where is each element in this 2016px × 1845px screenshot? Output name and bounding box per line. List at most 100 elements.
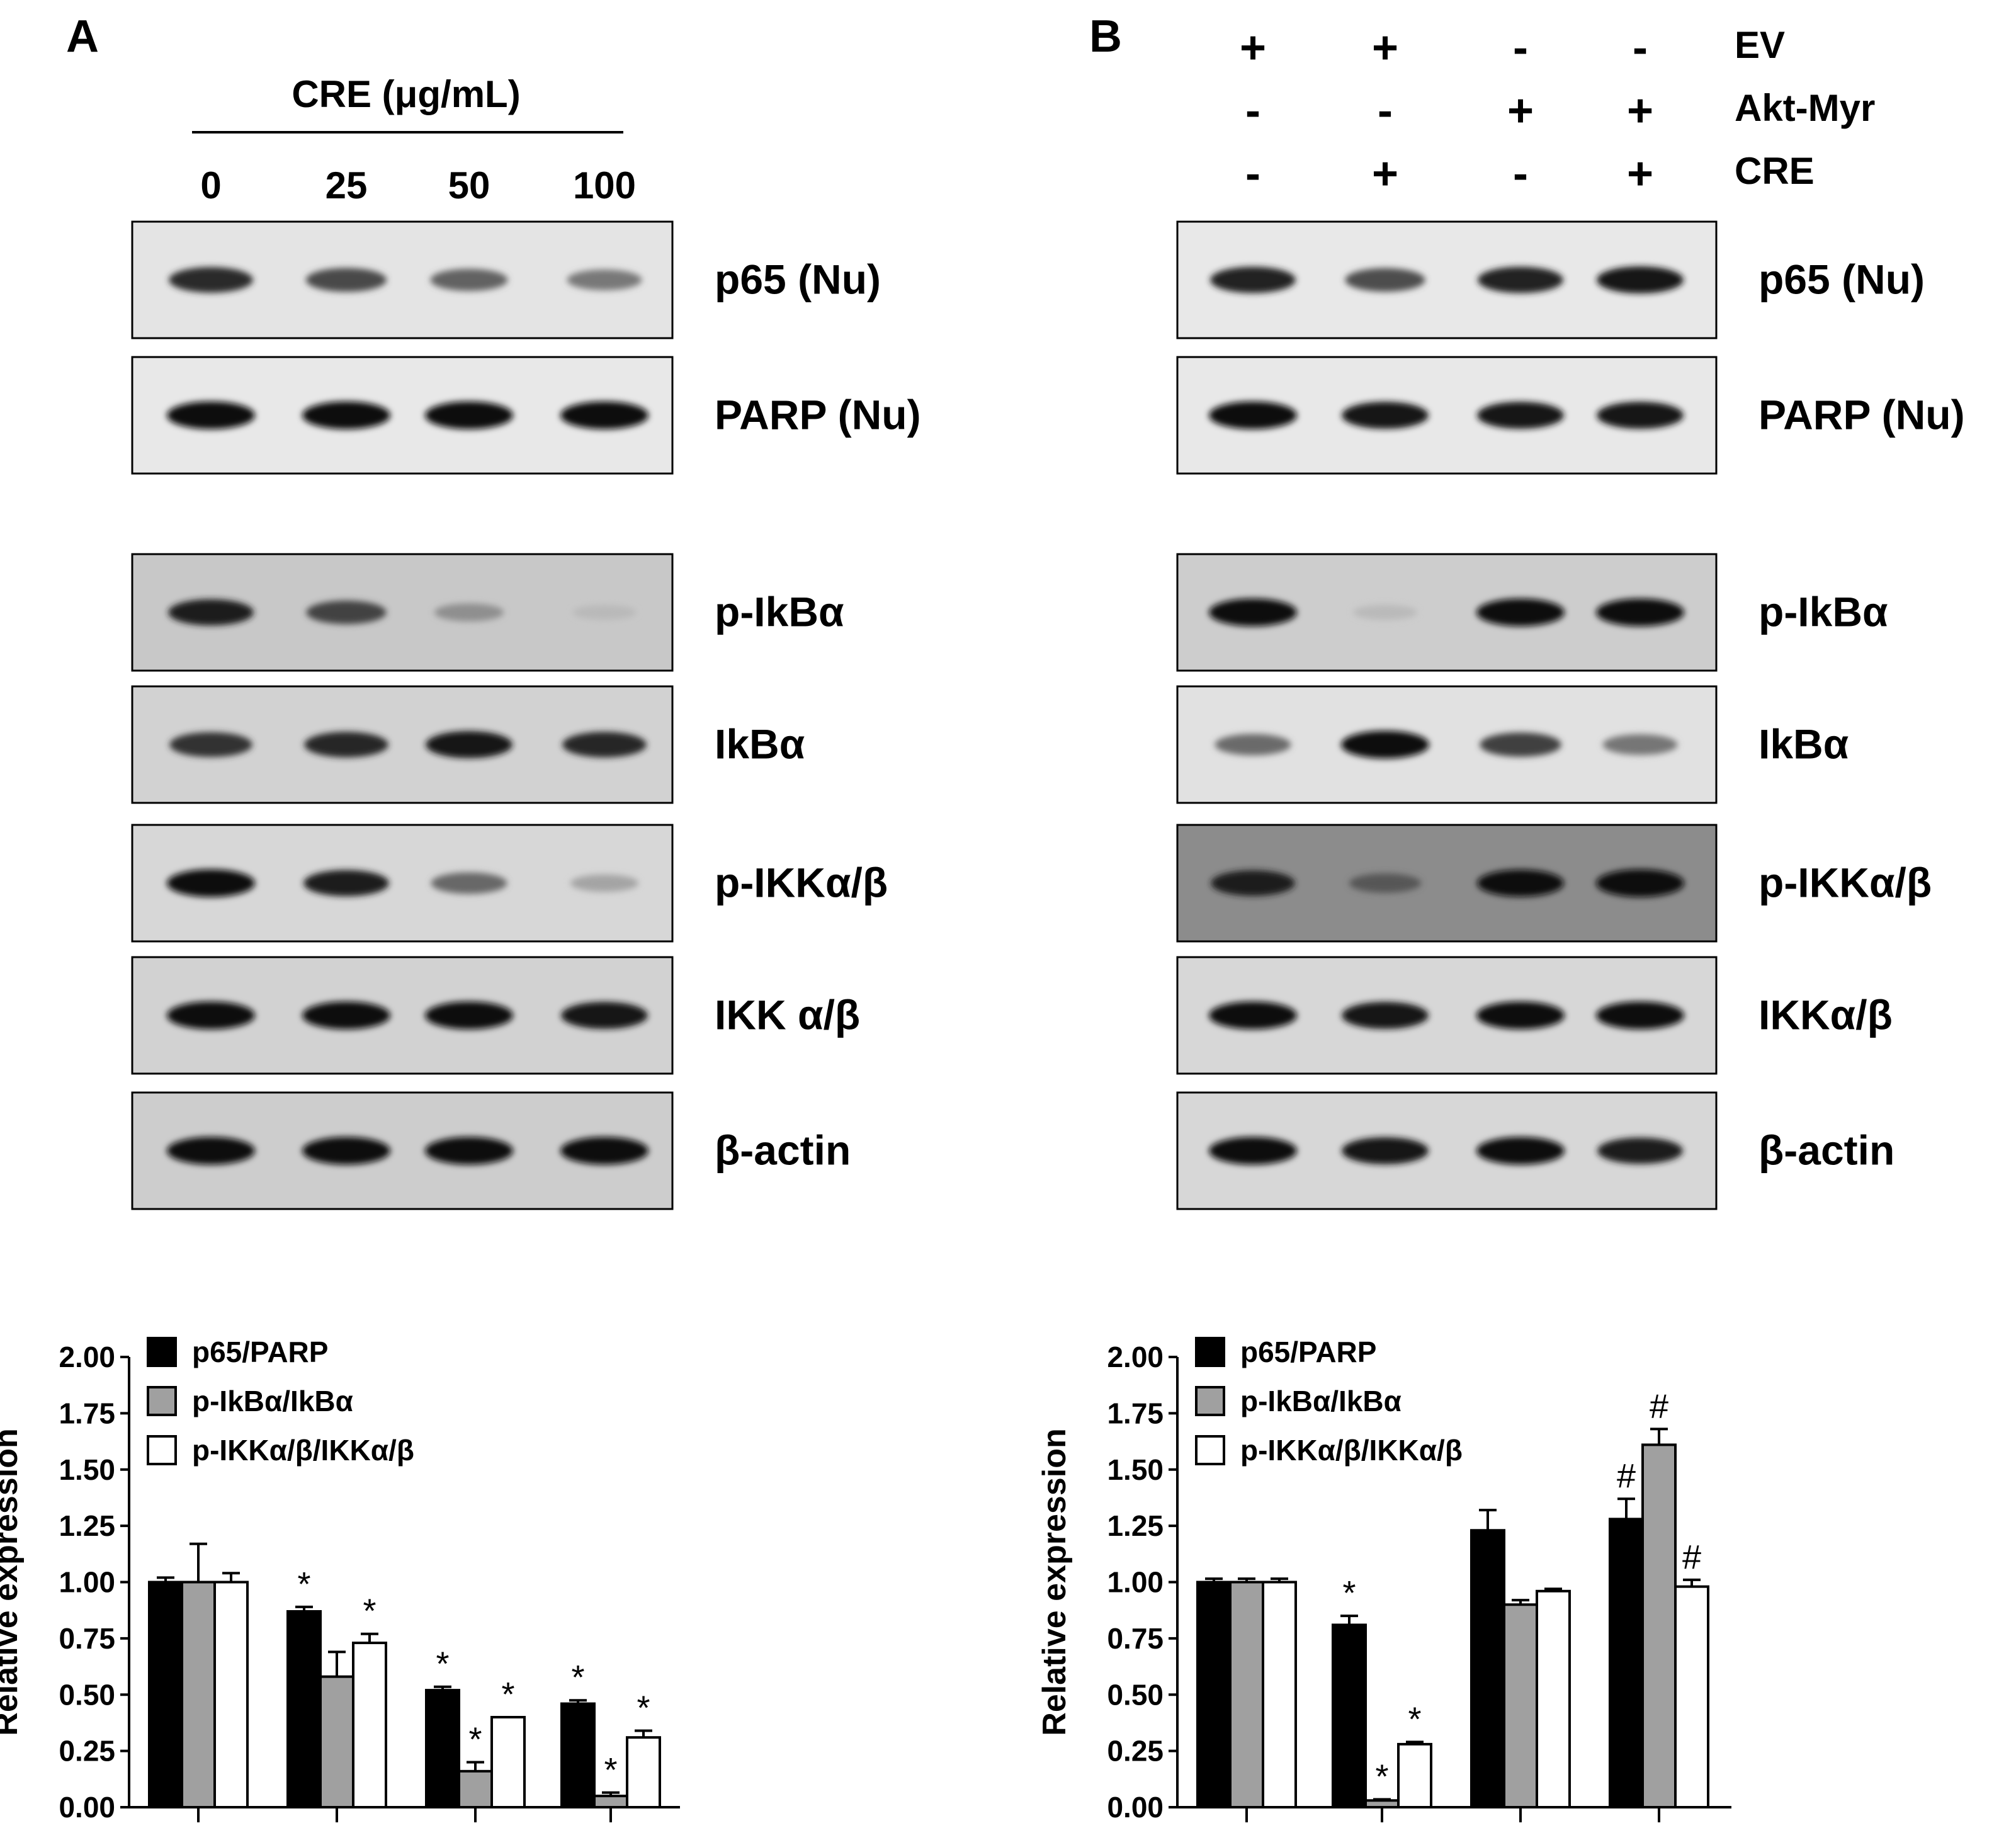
condition-sign: + — [1627, 149, 1653, 199]
legend-swatch — [1195, 1435, 1225, 1465]
y-tick-label: 1.00 — [1107, 1566, 1164, 1599]
panel-a-blots: p65 (Nu) PARP (Nu) p-IkBα IkBα p-IKKα/β IKK α… — [131, 220, 921, 1210]
blot-label: IkBα — [1758, 721, 1849, 768]
bar — [1229, 1581, 1264, 1808]
significance-mark: * — [1375, 1757, 1388, 1795]
y-tick-label: 1.25 — [59, 1509, 115, 1542]
bar — [626, 1736, 661, 1809]
blot-row: IKK α/β — [131, 956, 860, 1075]
significance-mark: * — [297, 1565, 310, 1603]
chart-panel-b: 0.00 0.25 0.50 0.75 1.00 1.25 1.50 1.75 2.00 Rela… — [1036, 1336, 1731, 1824]
blot-band — [302, 1001, 390, 1030]
blot-row: p-IkBα — [131, 553, 844, 672]
blot-band — [1480, 732, 1561, 757]
blot-row: IKKα/β — [1176, 956, 1893, 1075]
chart-panel-a: 0.00 0.25 0.50 0.75 1.00 1.25 1.50 1.75 2.00 Rela… — [0, 1336, 680, 1824]
blot-band — [167, 1137, 255, 1165]
y-tick-label: 2.00 — [1107, 1341, 1164, 1373]
y-tick-label: 1.00 — [59, 1566, 115, 1599]
significance-mark: * — [1342, 1574, 1356, 1612]
significance-mark: * — [571, 1659, 584, 1696]
bar — [352, 1642, 387, 1808]
blot-band — [431, 872, 507, 894]
condition-sign: - — [1513, 149, 1528, 199]
bar — [1641, 1443, 1677, 1809]
y-tick-label: 0.25 — [59, 1735, 115, 1768]
blot-label: p-IkBα — [715, 589, 844, 635]
blot-band — [1209, 598, 1297, 627]
significance-mark: * — [1408, 1700, 1421, 1738]
bar — [1397, 1742, 1432, 1808]
blot-row: p-IKKα/β — [131, 824, 888, 943]
bar — [1536, 1589, 1571, 1809]
bar — [425, 1689, 460, 1809]
panel-b-condition-table: + + - - EV - - + + Akt-Myr - + - + CRE — [1240, 23, 1875, 199]
panel-a-label: A — [66, 11, 99, 62]
blot-row: IkBα — [131, 685, 805, 804]
significance-mark: * — [363, 1592, 376, 1630]
bar — [213, 1581, 249, 1808]
legend: p65/PARP p-IkBα/IkBα p-IKKα/β/IKKα/β — [1195, 1336, 1463, 1467]
legend-swatch — [147, 1435, 177, 1465]
blot-label: IKK α/β — [715, 992, 860, 1038]
blot-label: p-IkBα — [1758, 589, 1888, 635]
blot-label: IKKα/β — [1758, 992, 1893, 1038]
y-tick-label: 0.50 — [59, 1678, 115, 1711]
blot-row: p-IkBα — [1176, 553, 1888, 672]
panel-a-treatment-label: CRE (μg/mL) — [292, 73, 520, 115]
bar — [1196, 1581, 1232, 1808]
blot-band — [434, 603, 504, 622]
bar — [319, 1675, 354, 1808]
blot-band — [430, 268, 508, 292]
bar — [593, 1795, 628, 1808]
blot-label: p65 (Nu) — [1758, 256, 1925, 303]
significance-mark: # — [1617, 1457, 1636, 1495]
blot-band — [570, 874, 639, 892]
blot-band — [1352, 605, 1418, 620]
blot-row: p65 (Nu) — [131, 220, 881, 339]
panel-b-blots: p65 (Nu) PARP (Nu) p-IkBα IkBα p-IKKα/β IKKα/… — [1176, 220, 1965, 1210]
bar — [1332, 1623, 1367, 1809]
blot-label: PARP (Nu) — [1758, 392, 1965, 438]
legend-swatch — [1195, 1337, 1225, 1367]
blot-label: p-IKKα/β — [715, 860, 888, 906]
legend-label: p-IKKα/β/IKKα/β — [1240, 1434, 1463, 1467]
blot-band — [168, 599, 254, 626]
blot-band — [425, 1001, 513, 1030]
blot-row: PARP (Nu) — [1176, 356, 1965, 475]
significance-mark: * — [436, 1645, 449, 1683]
panel-b-label: B — [1089, 11, 1122, 62]
bar — [1674, 1585, 1709, 1808]
bar — [1470, 1529, 1505, 1808]
blot-band — [562, 732, 647, 758]
condition-name: Akt-Myr — [1735, 87, 1875, 129]
legend-swatch — [147, 1386, 177, 1416]
bar — [490, 1716, 526, 1808]
blot-band — [1602, 734, 1678, 755]
blot-band — [302, 1137, 390, 1165]
blot-band — [1210, 266, 1296, 293]
blot-band — [302, 401, 390, 429]
y-tick-label: 0.75 — [59, 1622, 115, 1655]
blot-band — [1596, 598, 1684, 627]
blot-band — [426, 731, 512, 758]
condition-sign: - — [1378, 86, 1393, 136]
significance-mark: * — [637, 1689, 650, 1727]
bar — [148, 1581, 183, 1808]
blot-band — [1209, 401, 1297, 429]
condition-sign: - — [1633, 23, 1648, 73]
blot-band — [1349, 873, 1422, 893]
y-tick-label: 1.50 — [1107, 1453, 1164, 1486]
blot-band — [1477, 402, 1564, 429]
significance-mark: * — [468, 1721, 482, 1759]
blot-band — [1476, 598, 1565, 627]
significance-mark: # — [1682, 1538, 1701, 1576]
blot-label: PARP (Nu) — [715, 392, 921, 438]
lane-label: 100 — [573, 164, 636, 207]
blot-band — [561, 1002, 648, 1029]
legend-swatch — [147, 1337, 177, 1367]
blot-band — [1211, 870, 1295, 896]
condition-sign: - — [1245, 86, 1260, 136]
lane-label: 25 — [326, 164, 368, 207]
